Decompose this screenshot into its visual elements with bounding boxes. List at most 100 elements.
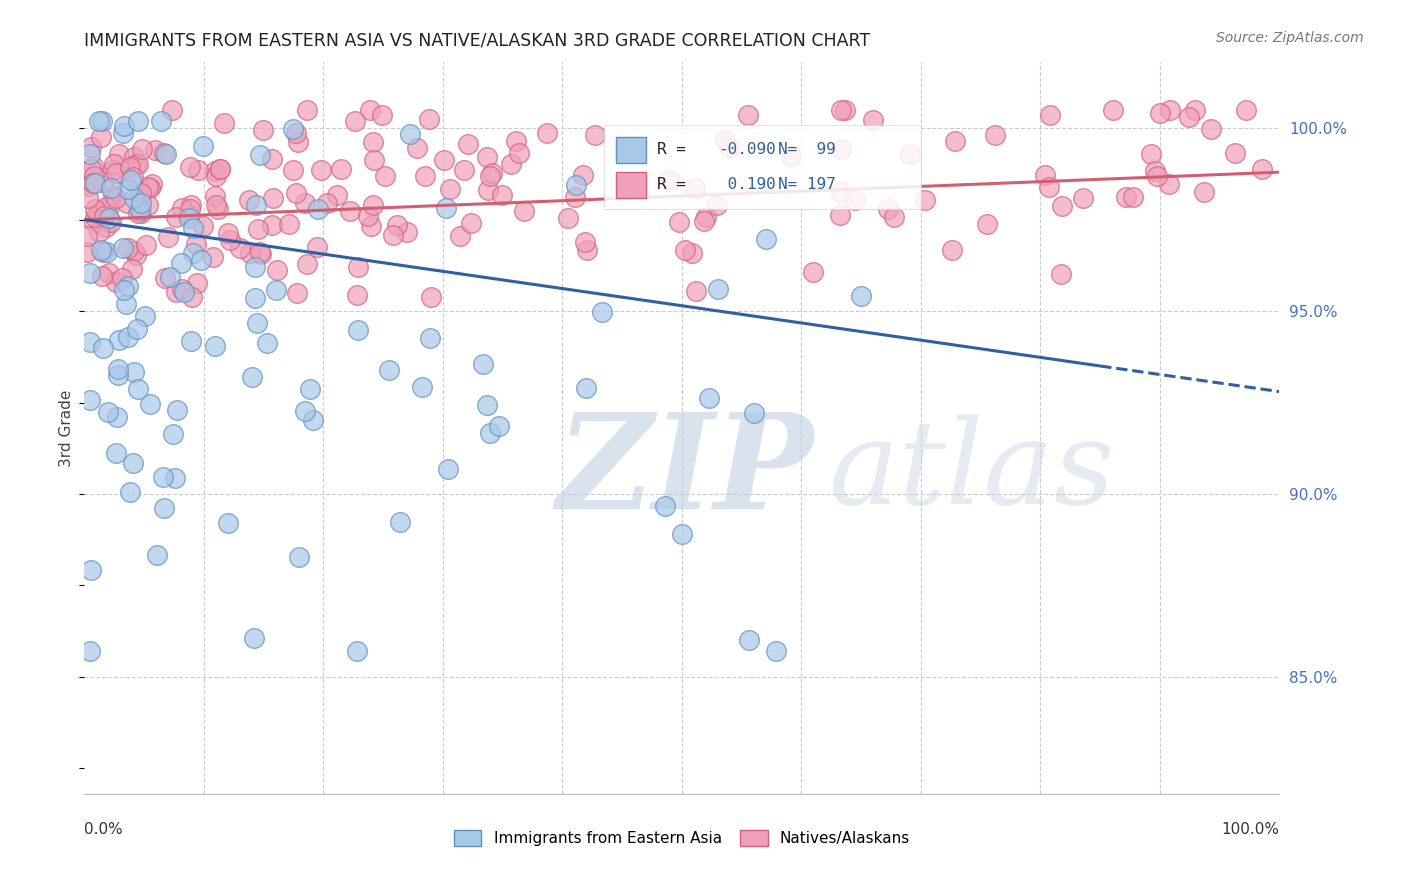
Point (250, 247, 273, 261)
Point (127, 321, 149, 335)
Text: 0.0%: 0.0% (84, 822, 124, 837)
Point (120, 173, 142, 187)
Text: 0.190: 0.190 (718, 178, 776, 192)
Point (1199, 122, 1222, 136)
Point (87, 225, 110, 239)
Point (389, 516, 412, 530)
Point (181, 246, 204, 260)
Point (90, 114, 112, 128)
Point (830, 185, 852, 199)
Point (844, 193, 866, 207)
Point (876, 202, 898, 216)
Point (297, 103, 319, 117)
Point (93, 209, 115, 223)
Point (122, 244, 145, 258)
Point (105, 409, 128, 424)
Point (457, 136, 479, 151)
Point (834, 103, 856, 117)
Point (141, 177, 163, 191)
Point (181, 220, 204, 235)
Point (243, 260, 266, 274)
Point (179, 160, 201, 174)
Point (84, 211, 107, 225)
Point (477, 183, 499, 197)
Point (204, 339, 226, 353)
Point (281, 122, 304, 136)
Point (737, 108, 759, 122)
Point (898, 147, 921, 161)
Text: atlas: atlas (828, 415, 1114, 530)
Point (239, 246, 262, 260)
Point (564, 190, 586, 204)
Point (96, 245, 118, 260)
Point (180, 198, 202, 212)
Point (707, 282, 730, 296)
Point (127, 114, 149, 128)
Text: IMMIGRANTS FROM EASTERN ASIA VS NATIVE/ALASKAN 3RD GRADE CORRELATION CHART: IMMIGRANTS FROM EASTERN ASIA VS NATIVE/A… (84, 32, 870, 50)
Point (371, 108, 394, 122)
Point (82, 176, 104, 190)
Point (668, 215, 690, 229)
Point (1115, 190, 1137, 204)
Point (131, 142, 153, 156)
Point (297, 257, 319, 271)
Point (299, 382, 322, 396)
Point (127, 382, 149, 396)
Point (160, 103, 183, 117)
Point (136, 180, 159, 194)
Point (914, 193, 936, 207)
Point (121, 456, 143, 470)
Legend: Immigrants from Eastern Asia, Natives/Alaskans: Immigrants from Eastern Asia, Natives/Al… (447, 824, 917, 852)
Point (94, 219, 117, 234)
Point (693, 214, 716, 228)
Point (765, 644, 787, 658)
Point (165, 285, 187, 299)
Point (80, 563, 103, 577)
Point (105, 191, 128, 205)
Point (97, 200, 120, 214)
FancyBboxPatch shape (605, 125, 921, 209)
Point (347, 323, 370, 337)
Point (162, 427, 184, 442)
Point (76, 228, 98, 243)
Point (173, 285, 195, 300)
Point (399, 127, 422, 141)
Point (82, 159, 104, 173)
Point (107, 361, 129, 376)
Point (112, 119, 135, 133)
Point (87, 114, 110, 128)
Point (830, 142, 852, 156)
Point (96, 405, 118, 419)
Point (217, 227, 239, 241)
Point (284, 186, 307, 200)
Point (346, 644, 368, 658)
Point (326, 188, 349, 202)
Point (117, 182, 139, 196)
Point (134, 310, 156, 324)
Point (125, 157, 148, 171)
Point (1234, 103, 1257, 117)
Point (1184, 103, 1206, 117)
Point (418, 112, 440, 126)
Text: N=  99: N= 99 (778, 142, 835, 157)
Point (104, 166, 127, 180)
Point (1050, 199, 1073, 213)
Point (288, 550, 311, 565)
Point (260, 218, 283, 232)
Point (122, 191, 145, 205)
Point (491, 188, 513, 202)
Point (396, 225, 419, 239)
FancyBboxPatch shape (616, 137, 647, 162)
Point (488, 418, 510, 433)
Point (1050, 267, 1073, 281)
Point (125, 248, 148, 262)
Point (475, 150, 498, 164)
Point (129, 186, 152, 200)
Point (117, 279, 139, 293)
Y-axis label: 3rd Grade: 3rd Grade (59, 390, 75, 467)
Point (1122, 190, 1144, 204)
Point (346, 288, 368, 302)
Point (127, 156, 149, 170)
Point (801, 265, 824, 279)
Point (209, 161, 232, 176)
